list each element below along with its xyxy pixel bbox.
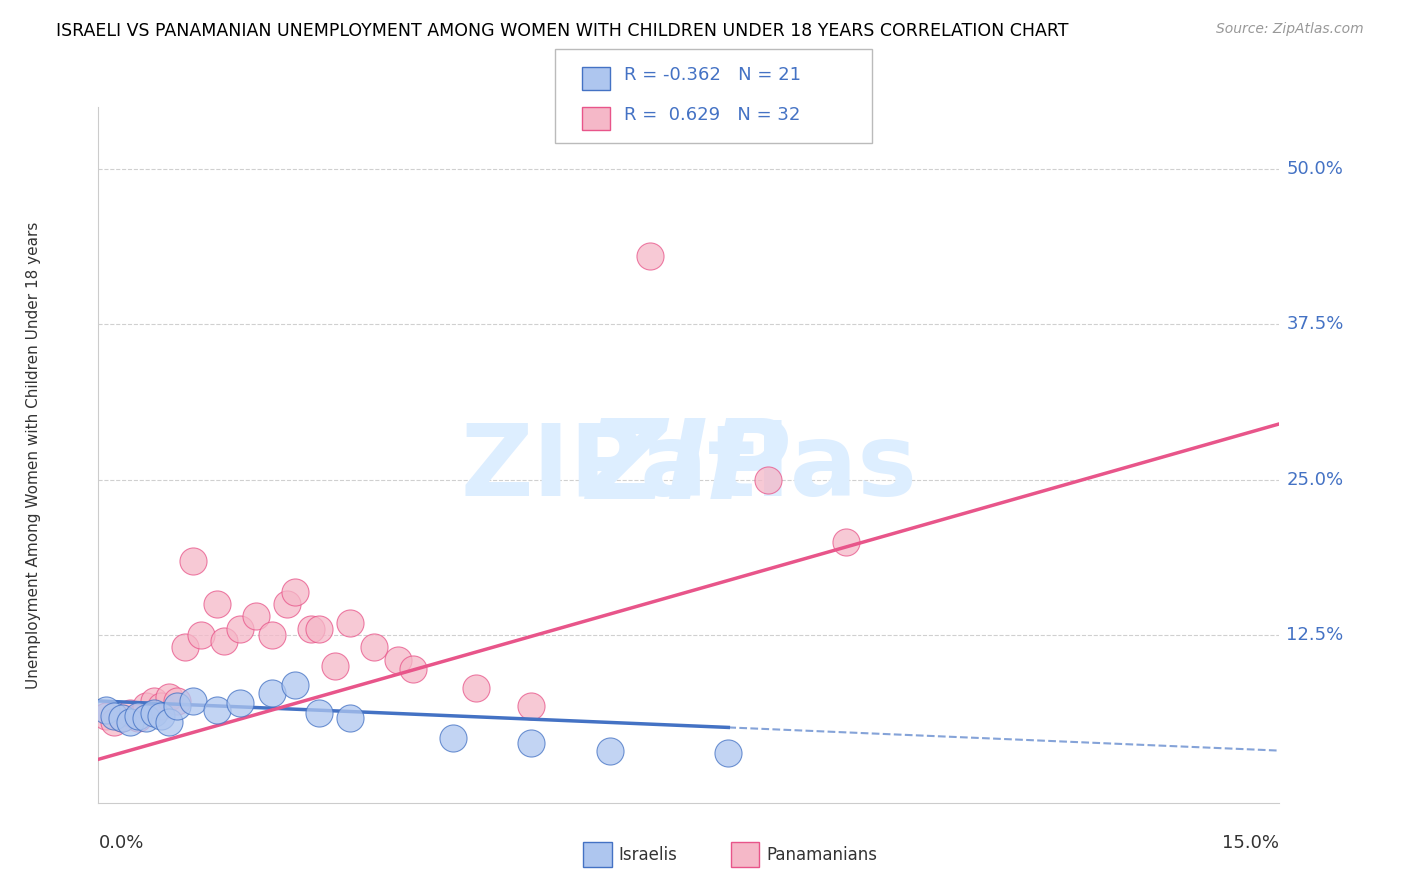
Point: [111, 711, 134, 725]
Point: [835, 534, 858, 549]
Point: [387, 653, 409, 667]
Point: [174, 640, 197, 655]
Point: [214, 634, 236, 648]
Point: [118, 706, 141, 721]
Point: [284, 584, 307, 599]
Text: 50.0%: 50.0%: [1286, 161, 1343, 178]
Point: [638, 249, 661, 263]
Point: [150, 708, 173, 723]
Text: Israelis: Israelis: [619, 846, 678, 863]
Point: [96, 703, 118, 717]
Point: [520, 736, 543, 750]
Point: [111, 711, 134, 725]
Point: [402, 662, 425, 676]
Text: ISRAELI VS PANAMANIAN UNEMPLOYMENT AMONG WOMEN WITH CHILDREN UNDER 18 YEARS CORR: ISRAELI VS PANAMANIAN UNEMPLOYMENT AMONG…: [56, 22, 1069, 40]
Text: R =  0.629   N = 32: R = 0.629 N = 32: [624, 105, 800, 123]
Point: [135, 711, 157, 725]
Point: [157, 690, 180, 705]
Point: [260, 686, 283, 700]
Point: [127, 708, 149, 723]
Text: 12.5%: 12.5%: [1286, 626, 1344, 644]
Point: [229, 622, 252, 636]
Point: [142, 706, 165, 721]
Point: [339, 711, 361, 725]
Point: [339, 615, 361, 630]
Point: [599, 744, 621, 758]
Point: [299, 622, 322, 636]
Point: [245, 609, 267, 624]
Point: [229, 697, 252, 711]
Text: Source: ZipAtlas.com: Source: ZipAtlas.com: [1216, 22, 1364, 37]
Point: [135, 698, 157, 713]
Point: [166, 698, 188, 713]
Text: 37.5%: 37.5%: [1286, 316, 1344, 334]
Point: [276, 597, 298, 611]
Text: 25.0%: 25.0%: [1286, 471, 1344, 489]
Point: [205, 597, 228, 611]
Point: [363, 640, 385, 655]
Text: Panamanians: Panamanians: [766, 846, 877, 863]
Point: [96, 708, 118, 723]
Text: 0.0%: 0.0%: [98, 834, 143, 852]
Point: [190, 628, 212, 642]
Point: [181, 553, 204, 567]
Point: [118, 714, 141, 729]
Point: [520, 698, 543, 713]
Point: [181, 694, 204, 708]
Point: [103, 714, 125, 729]
Point: [756, 473, 779, 487]
Text: Unemployment Among Women with Children Under 18 years: Unemployment Among Women with Children U…: [25, 221, 41, 689]
Point: [150, 698, 173, 713]
Point: [260, 628, 283, 642]
Text: 15.0%: 15.0%: [1222, 834, 1279, 852]
Point: [717, 746, 740, 760]
Text: ZIPatlas: ZIPatlas: [461, 420, 917, 517]
Point: [166, 694, 188, 708]
Point: [308, 622, 330, 636]
Point: [127, 711, 149, 725]
Point: [308, 706, 330, 721]
Point: [142, 694, 165, 708]
Point: [323, 659, 346, 673]
Point: [103, 708, 125, 723]
Point: [205, 703, 228, 717]
Point: [441, 731, 464, 746]
Text: R = -0.362   N = 21: R = -0.362 N = 21: [624, 66, 801, 84]
Point: [284, 678, 307, 692]
Point: [465, 681, 488, 696]
Point: [157, 714, 180, 729]
Text: ZIP: ZIP: [588, 416, 790, 523]
